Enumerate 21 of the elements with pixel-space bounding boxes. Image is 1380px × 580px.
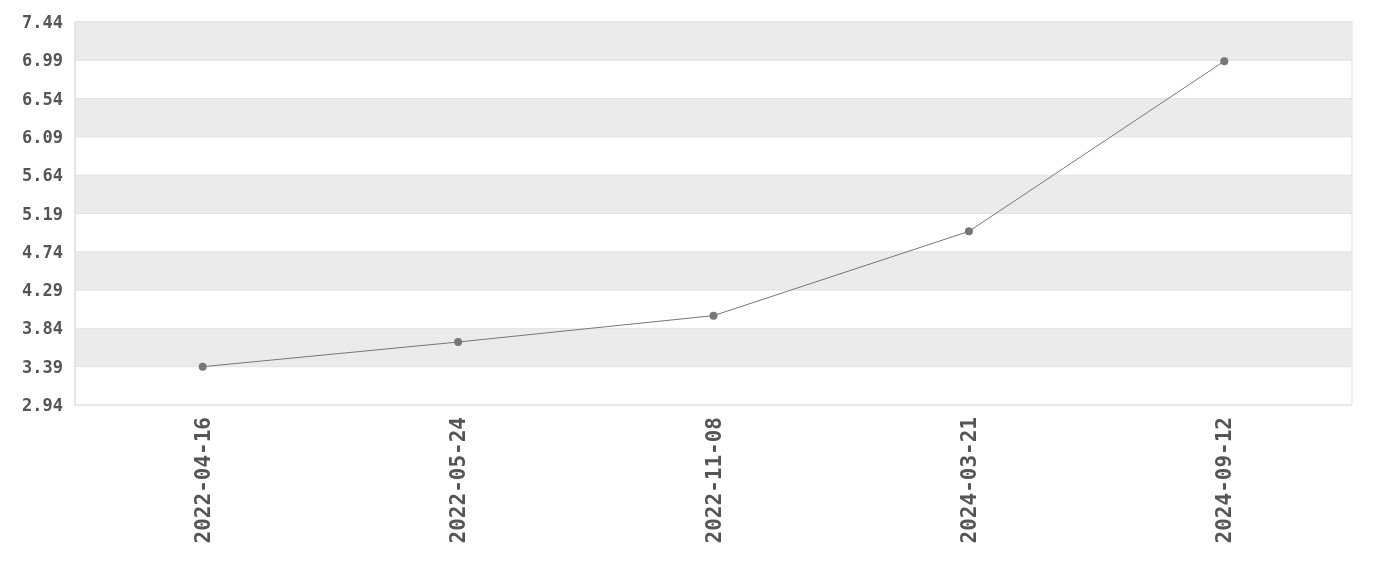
y-tick-label: 5.19 [22,203,63,224]
point [1220,57,1229,66]
point [198,362,207,371]
y-tick-label: 7.44 [22,12,63,32]
x-tick-label: 2022-04-16 [190,417,215,544]
y-tick-label: 3.84 [22,318,63,339]
point [964,227,973,236]
y-tick-label: 4.74 [22,241,63,262]
x-tick-label: 2022-11-08 [701,417,726,544]
x-tick-label: 2024-03-21 [956,417,981,544]
y-tick-label: 6.99 [22,50,63,71]
point [709,311,718,320]
y-tick-label: 3.39 [22,356,63,377]
point [454,338,463,347]
y-tick-label: 2.94 [22,395,63,415]
x-tick-label: 2024-09-12 [1212,417,1237,544]
y-tick-label: 6.54 [22,88,63,109]
y-tick-label: 5.64 [22,165,63,186]
y-tick-label: 4.29 [22,280,63,301]
x-tick-label: 2022-05-24 [446,417,471,544]
y-tick-label: 6.09 [22,126,63,147]
